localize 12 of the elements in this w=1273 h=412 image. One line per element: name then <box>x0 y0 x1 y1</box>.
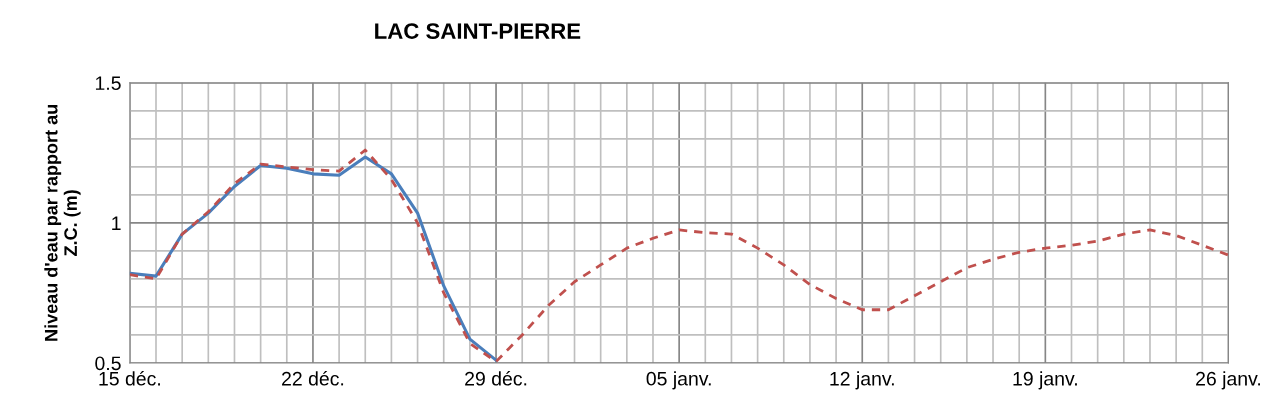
y-tick-label: 1.5 <box>95 76 121 91</box>
y-axis-title: Niveau d'eau par rapport au Z.C. (m) <box>44 105 81 341</box>
x-tick-label: 26 janv. <box>1196 371 1261 390</box>
y-tick-label: 0.5 <box>95 356 121 371</box>
x-tick-label: 29 déc. <box>465 371 527 386</box>
x-tick-label: 05 janv. <box>646 371 711 390</box>
x-tick-label: 19 janv. <box>1013 371 1077 390</box>
chart-title: LAC SAINT-PIERRE <box>375 23 581 39</box>
y-tick-label: 1 <box>112 216 121 230</box>
x-tick-label: 15 déc. <box>99 371 160 386</box>
x-tick-label: 12 janv. <box>830 371 894 390</box>
x-tick-label: 22 déc. <box>282 371 344 386</box>
